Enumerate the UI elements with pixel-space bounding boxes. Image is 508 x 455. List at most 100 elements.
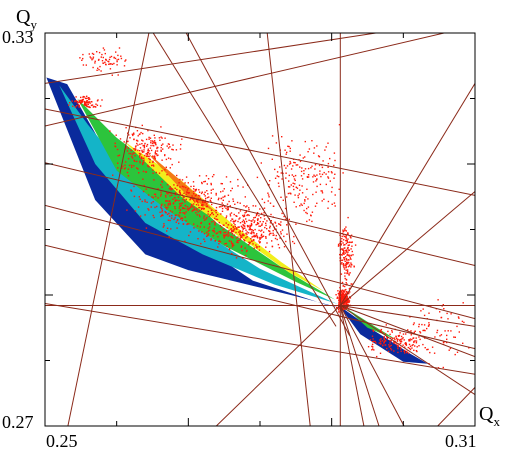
scatter-point bbox=[400, 341, 403, 343]
scatter-point bbox=[214, 224, 216, 226]
scatter-point bbox=[254, 235, 257, 238]
scatter-point bbox=[443, 308, 445, 310]
scatter-point bbox=[253, 221, 255, 224]
scatter-point bbox=[203, 181, 205, 183]
scatter-point bbox=[205, 218, 207, 220]
scatter-point bbox=[243, 222, 246, 224]
scatter-point bbox=[341, 299, 343, 302]
scatter-point bbox=[91, 101, 93, 103]
scatter-point bbox=[342, 296, 344, 299]
scatter-point bbox=[75, 100, 77, 102]
scatter-point bbox=[252, 235, 254, 238]
scatter-point bbox=[206, 217, 208, 219]
scatter-point bbox=[109, 63, 111, 65]
scatter-point bbox=[246, 231, 248, 233]
scatter-point bbox=[153, 142, 155, 144]
scatter-point bbox=[396, 344, 398, 346]
scatter-point bbox=[371, 345, 373, 348]
scatter-point bbox=[148, 209, 150, 211]
scatter-point bbox=[380, 328, 383, 331]
scatter-point bbox=[343, 296, 345, 298]
scatter-point bbox=[141, 143, 143, 145]
resonance-line bbox=[339, 305, 365, 426]
scatter-point bbox=[197, 238, 199, 240]
scatter-point bbox=[247, 214, 249, 216]
scatter-point bbox=[399, 332, 401, 334]
scatter-point bbox=[136, 160, 138, 163]
scatter-point bbox=[342, 292, 344, 294]
scatter-point bbox=[209, 214, 212, 216]
scatter-point bbox=[83, 103, 86, 106]
scatter-point bbox=[267, 194, 270, 196]
scatter-point bbox=[249, 224, 251, 227]
scatter-point bbox=[254, 220, 256, 222]
scatter-point bbox=[251, 240, 253, 243]
scatter-point bbox=[380, 343, 382, 345]
scatter-point bbox=[314, 205, 317, 207]
scatter-point bbox=[193, 199, 195, 202]
scatter-point bbox=[277, 182, 280, 184]
scatter-point bbox=[239, 210, 242, 212]
scatter-point bbox=[189, 198, 192, 200]
scatter-point bbox=[342, 248, 344, 250]
scatter-point bbox=[268, 196, 270, 198]
scatter-point bbox=[242, 214, 244, 217]
scatter-point bbox=[167, 157, 170, 159]
scatter-point bbox=[396, 337, 398, 340]
scatter-point bbox=[340, 263, 342, 265]
scatter-point bbox=[280, 196, 282, 198]
scatter-point bbox=[168, 212, 170, 215]
scatter-point bbox=[416, 346, 418, 348]
scatter-point bbox=[338, 310, 340, 312]
scatter-point bbox=[299, 160, 302, 163]
scatter-point bbox=[126, 171, 129, 174]
scatter-point bbox=[345, 298, 347, 301]
scatter-point bbox=[347, 266, 350, 268]
scatter-point bbox=[304, 200, 306, 202]
scatter-point bbox=[201, 203, 203, 206]
scatter-point bbox=[346, 253, 349, 255]
scatter-point bbox=[201, 181, 203, 184]
scatter-point bbox=[316, 174, 318, 176]
scatter-point bbox=[350, 258, 352, 260]
scatter-point bbox=[301, 192, 304, 194]
scatter-point bbox=[149, 159, 151, 161]
scatter-point bbox=[94, 60, 96, 62]
scatter-point bbox=[311, 165, 313, 167]
scatter-point bbox=[413, 322, 415, 324]
scatter-point bbox=[165, 200, 167, 202]
scatter-point bbox=[346, 306, 348, 308]
scatter-point bbox=[154, 143, 157, 145]
scatter-point bbox=[225, 222, 227, 224]
scatter-point bbox=[150, 206, 152, 208]
scatter-point bbox=[229, 205, 231, 207]
scatter-point bbox=[290, 193, 292, 195]
scatter-point bbox=[380, 338, 382, 340]
scatter-point bbox=[120, 57, 123, 60]
scatter-point bbox=[213, 220, 215, 222]
scatter-point bbox=[135, 145, 137, 147]
scatter-point bbox=[161, 209, 164, 212]
scatter-point bbox=[193, 190, 195, 193]
scatter-point bbox=[232, 229, 234, 231]
scatter-point bbox=[288, 186, 291, 188]
scatter-point bbox=[160, 184, 162, 186]
scatter-point bbox=[198, 230, 200, 232]
scatter-point bbox=[314, 175, 316, 177]
scatter-point bbox=[197, 211, 199, 213]
scatter-point bbox=[221, 202, 223, 204]
scatter-point bbox=[161, 137, 163, 139]
scatter-point bbox=[156, 147, 158, 150]
scatter-point bbox=[170, 228, 172, 230]
scatter-point bbox=[222, 190, 224, 192]
scatter-point bbox=[350, 263, 353, 266]
scatter-point bbox=[182, 207, 184, 210]
scatter-point bbox=[221, 205, 224, 207]
scatter-point bbox=[230, 220, 232, 222]
scatter-point bbox=[154, 151, 156, 154]
scatter-point bbox=[90, 57, 92, 59]
scatter-point bbox=[117, 54, 119, 57]
scatter-point bbox=[267, 200, 269, 202]
scatter-point bbox=[447, 330, 449, 332]
scatter-point bbox=[184, 216, 186, 218]
